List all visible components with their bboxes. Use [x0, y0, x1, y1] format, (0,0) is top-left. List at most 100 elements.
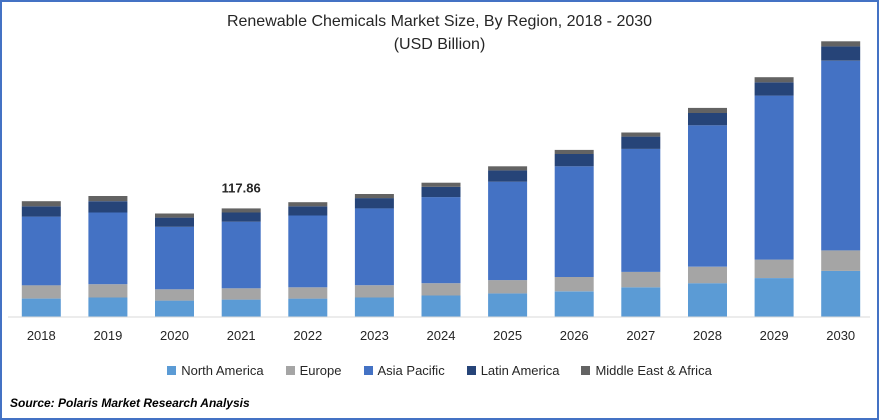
- bar-segment-2024-3: [421, 197, 461, 284]
- bar-segment-2021-5: [221, 208, 261, 213]
- bar-segment-2024-4: [421, 186, 461, 198]
- legend-label: North America: [181, 363, 264, 378]
- x-tick-label: 2023: [360, 328, 389, 343]
- bar-segment-2020-2: [155, 289, 194, 301]
- legend-swatch: [581, 366, 591, 375]
- x-tick-label: 2027: [626, 328, 655, 343]
- bar-segment-2018-3: [21, 216, 61, 286]
- legend-item: Europe: [285, 363, 342, 378]
- bar-segment-2029-2: [754, 259, 794, 278]
- bar-segment-2020-5: [155, 213, 194, 218]
- x-tick-label: 2030: [826, 328, 855, 343]
- bar-segment-2026-5: [554, 149, 594, 154]
- x-tick-label: 2029: [760, 328, 789, 343]
- bar-segment-2019-4: [88, 201, 128, 213]
- bar-segment-2030-5: [821, 41, 861, 47]
- bar-segment-2028-5: [688, 107, 727, 113]
- bar-segment-2030-1: [821, 270, 861, 317]
- bar-segment-2018-4: [21, 206, 61, 217]
- bar-segment-2024-5: [421, 182, 461, 187]
- bars-group: [21, 41, 861, 317]
- x-tick-label: 2019: [93, 328, 122, 343]
- bar-segment-2028-4: [688, 113, 727, 126]
- bar-segment-2022-4: [288, 206, 328, 216]
- x-tick-labels: 2018 2019 2020 2021 2022 2023 2024 2025 2026 2027…: [27, 328, 855, 343]
- bar-segment-2030-4: [821, 46, 861, 61]
- bar-segment-2020-3: [155, 226, 194, 290]
- x-tick-label: 2021: [227, 328, 256, 343]
- legend-item: North America: [167, 363, 264, 378]
- bar-segment-2028-1: [688, 283, 727, 317]
- bar-segment-2029-1: [754, 278, 794, 317]
- bar-segment-2026-4: [554, 154, 594, 167]
- bar-segment-2026-1: [554, 291, 594, 317]
- bar-segment-2026-2: [554, 277, 594, 292]
- bar-segment-2020-1: [155, 300, 194, 317]
- legend-item: Asia Pacific: [363, 363, 445, 378]
- legend-swatch: [466, 366, 476, 375]
- bar-segment-2029-3: [754, 95, 794, 260]
- bar-segment-2025-3: [488, 181, 528, 281]
- bar-segment-2027-3: [621, 148, 661, 272]
- bar-segment-2020-4: [155, 217, 194, 227]
- legend-label: Europe: [299, 363, 342, 378]
- legend-label: Latin America: [480, 363, 560, 378]
- bar-segment-2030-2: [821, 250, 861, 271]
- legend-swatch: [285, 366, 295, 375]
- bar-segment-2028-3: [688, 125, 727, 267]
- bar-segment-2019-3: [88, 212, 128, 285]
- bar-segment-2027-2: [621, 271, 661, 288]
- bar-segment-2021-1: [221, 299, 261, 317]
- bar-segment-2027-4: [621, 136, 661, 149]
- bar-segment-2021-3: [221, 221, 261, 289]
- bar-segment-2018-2: [21, 285, 61, 299]
- source-note: Source: Polaris Market Research Analysis: [10, 396, 250, 410]
- bar-segment-2023-4: [354, 198, 394, 209]
- bar-segment-2023-1: [354, 297, 394, 317]
- bar-segment-2026-3: [554, 166, 594, 277]
- bar-segment-2024-1: [421, 295, 461, 317]
- bar-segment-2023-3: [354, 208, 394, 286]
- legend-swatch: [363, 366, 373, 375]
- bar-segment-2025-2: [488, 280, 528, 294]
- bar-segment-2027-1: [621, 287, 661, 317]
- legend-label: Middle East & Africa: [595, 363, 712, 378]
- legend-swatch: [167, 366, 177, 375]
- bar-segment-2025-5: [488, 166, 528, 171]
- legend-label: Asia Pacific: [377, 363, 445, 378]
- legend-item: Middle East & Africa: [581, 363, 712, 378]
- chart-title: Renewable Chemicals Market Size, By Regi…: [226, 13, 653, 30]
- bar-segment-2024-2: [421, 283, 461, 296]
- bar-segment-2027-5: [621, 132, 661, 137]
- x-tick-label: 2024: [427, 328, 456, 343]
- x-tick-label: 2028: [693, 328, 722, 343]
- legend-item: Latin America: [466, 363, 560, 378]
- chart-subtitle: (USD Billion): [393, 36, 486, 53]
- bar-segment-2028-2: [688, 266, 727, 284]
- bar-segment-2022-2: [288, 287, 328, 299]
- bar-segment-2022-1: [288, 298, 328, 317]
- bar-segment-2030-3: [821, 60, 861, 251]
- bar-segment-2022-3: [288, 215, 328, 288]
- x-tick-label: 2026: [560, 328, 589, 343]
- bar-segment-2019-5: [88, 196, 128, 202]
- bar-segment-2021-2: [221, 288, 261, 300]
- data-label: 117.86: [222, 180, 261, 195]
- annotations-group: 117.86: [222, 180, 261, 195]
- bar-segment-2018-1: [21, 298, 61, 317]
- bar-segment-2023-2: [354, 285, 394, 298]
- bar-segment-2025-4: [488, 170, 528, 182]
- bar-segment-2029-5: [754, 77, 794, 83]
- bar-segment-2025-1: [488, 293, 528, 317]
- x-tick-label: 2020: [160, 328, 189, 343]
- bar-segment-2021-4: [221, 212, 261, 222]
- bar-segment-2019-1: [88, 297, 128, 317]
- x-tick-label: 2018: [27, 328, 56, 343]
- bar-segment-2019-2: [88, 284, 128, 298]
- bar-segment-2023-5: [354, 194, 394, 199]
- bar-segment-2029-4: [754, 82, 794, 96]
- legend: North America Europe Asia Pacific Latin Ame…: [0, 363, 879, 378]
- x-tick-label: 2022: [293, 328, 322, 343]
- bar-segment-2022-5: [288, 202, 328, 207]
